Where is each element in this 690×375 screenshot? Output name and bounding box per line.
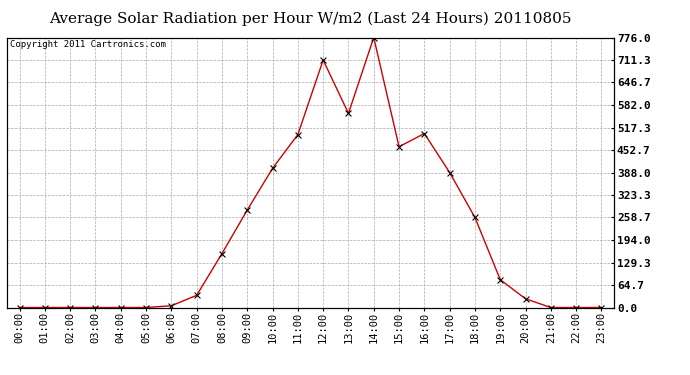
Point: [545, 304, 556, 310]
Point: [495, 277, 506, 283]
Point: [14, 304, 25, 310]
Point: [293, 132, 304, 138]
Point: [571, 304, 582, 310]
Point: [343, 110, 354, 116]
Point: [141, 304, 152, 310]
Point: [520, 296, 531, 302]
Point: [191, 292, 202, 298]
Point: [317, 57, 328, 63]
Point: [65, 304, 76, 310]
Point: [90, 304, 101, 310]
Point: [241, 207, 253, 213]
Point: [469, 214, 480, 220]
Point: [166, 303, 177, 309]
Text: Average Solar Radiation per Hour W/m2 (Last 24 Hours) 20110805: Average Solar Radiation per Hour W/m2 (L…: [49, 11, 572, 26]
Point: [393, 144, 404, 150]
Point: [115, 304, 126, 310]
Point: [368, 34, 380, 40]
Text: Copyright 2011 Cartronics.com: Copyright 2011 Cartronics.com: [10, 40, 166, 49]
Point: [419, 130, 430, 136]
Point: [39, 304, 50, 310]
Point: [444, 170, 455, 176]
Point: [217, 251, 228, 257]
Point: [596, 304, 607, 310]
Point: [267, 165, 278, 171]
